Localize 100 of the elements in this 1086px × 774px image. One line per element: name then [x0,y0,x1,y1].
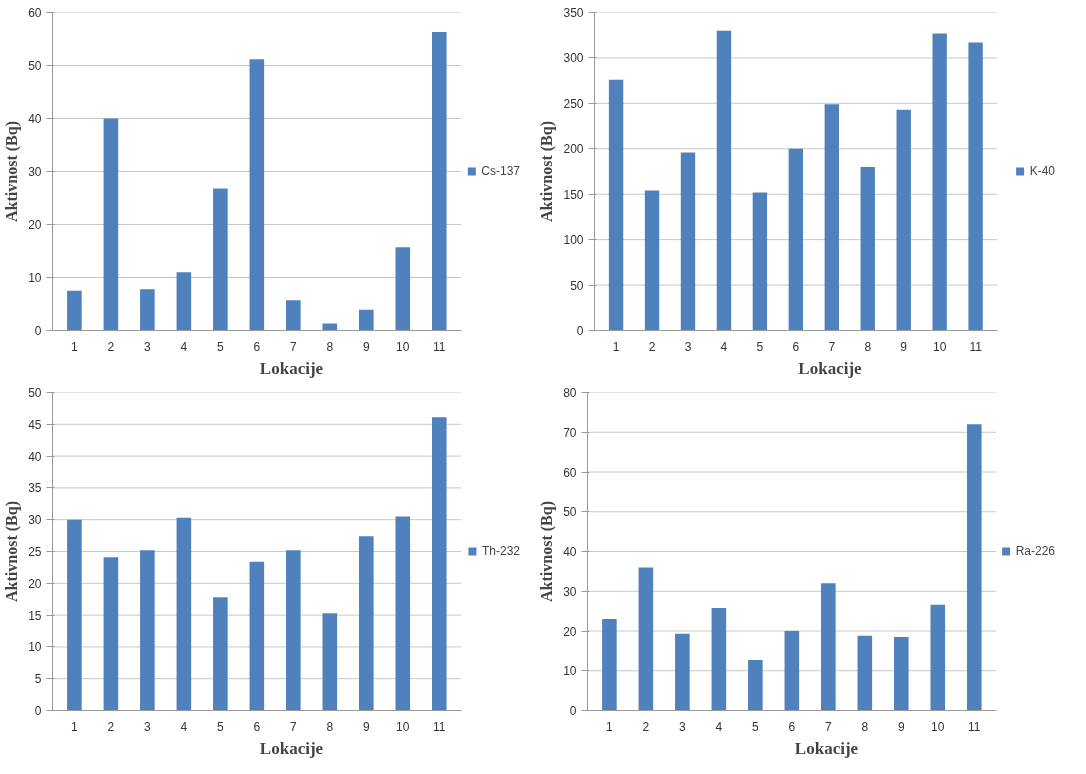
y-tick-label: 50 [28,386,42,400]
y-tick-label: 100 [563,233,584,248]
y-tick-label: 0 [576,324,584,338]
bar [784,631,800,711]
y-tick-label: 10 [28,640,42,655]
y-tick-label: 45 [28,417,42,432]
x-tick-label: 2 [648,339,656,354]
bar [968,42,983,331]
bar [322,613,338,711]
x-tick-label: 2 [107,719,115,734]
bar [896,109,911,331]
bar [213,597,228,711]
y-tick-label: 30 [563,584,577,599]
y-tick-label: 20 [563,624,577,639]
y-tick-label: 30 [28,513,42,528]
x-tick-label: 11 [433,719,446,734]
x-axis-title: Lokacije [794,738,859,758]
bar [675,633,690,711]
x-tick-label: 10 [932,339,947,354]
bar [286,550,301,711]
y-axis-title: Aktivnost (Bq) [538,501,557,602]
bar [748,660,763,711]
x-tick-label: 7 [828,339,836,354]
y-axis-title: Aktivnost (Bq) [3,501,22,602]
x-tick-label: 5 [756,339,764,354]
y-tick-label: 25 [28,545,42,559]
bar [821,583,836,711]
bar [176,517,192,711]
y-tick-label: 60 [28,6,42,20]
y-tick-label: 50 [563,505,577,520]
x-tick-label: 3 [684,339,692,354]
x-tick-label: 9 [362,719,370,734]
y-tick-label: 0 [34,704,42,718]
bar [680,152,696,331]
bar [602,619,617,711]
bar [286,300,301,331]
x-tick-label: 4 [180,719,188,734]
x-tick-label: 9 [362,339,370,354]
bar [930,604,946,711]
x-tick-label: 1 [606,719,614,734]
x-tick-label: 8 [326,719,334,734]
bar [103,118,119,331]
y-tick-label: 10 [28,271,42,285]
x-tick-label: 3 [144,339,152,354]
y-tick-label: 150 [563,187,584,202]
bar [359,309,374,331]
y-tick-label: 200 [563,142,584,157]
bar [176,272,192,331]
x-tick-label: 10 [396,719,410,734]
x-tick-label: 10 [931,719,945,734]
x-axis-title: Lokacije [259,738,324,758]
x-tick-label: 8 [861,719,869,734]
legend-label: Th-232 [481,544,520,558]
bar [395,516,411,711]
legend-label: Ra-226 [1015,544,1055,558]
x-tick-label: 3 [679,719,687,734]
bar [932,33,947,331]
x-axis-title: Lokacije [259,358,324,378]
y-tick-label: 50 [28,59,42,73]
x-tick-label: 6 [792,339,800,354]
x-tick-label: 7 [289,339,297,354]
x-tick-label: 8 [326,339,334,354]
bar [716,30,732,331]
bar [213,188,228,331]
y-tick-label: 40 [28,449,42,464]
x-tick-label: 7 [824,719,832,734]
x-tick-label: 4 [715,719,723,734]
x-tick-label: 4 [720,339,728,354]
bar [711,607,727,711]
bar [140,550,155,711]
bar [67,290,82,331]
x-tick-label: 7 [289,719,297,734]
bar [966,424,982,711]
bar [431,417,447,711]
x-tick-label: 11 [433,339,446,354]
x-tick-label: 1 [71,719,79,734]
y-tick-label: 80 [563,386,577,400]
legend-label: Cs-137 [481,164,520,178]
y-tick-label: 20 [28,576,42,591]
bar [249,561,265,711]
bar [67,519,82,711]
y-tick-label: 5 [34,672,42,687]
bar [857,635,873,711]
bar [608,79,624,331]
x-tick-label: 9 [900,339,908,354]
y-tick-label: 60 [563,465,577,480]
x-tick-label: 1 [612,339,620,354]
y-tick-label: 40 [28,112,42,126]
y-tick-label: 50 [570,278,584,293]
x-tick-label: 8 [864,339,872,354]
y-tick-label: 350 [563,6,584,20]
bar [431,32,447,331]
y-tick-label: 0 [569,704,577,718]
x-tick-label: 11 [968,719,981,734]
y-tick-label: 15 [28,608,42,623]
bar [752,192,768,331]
x-tick-label: 6 [253,719,261,734]
y-tick-label: 40 [563,545,577,559]
bar [359,536,374,711]
y-tick-label: 35 [28,481,42,496]
